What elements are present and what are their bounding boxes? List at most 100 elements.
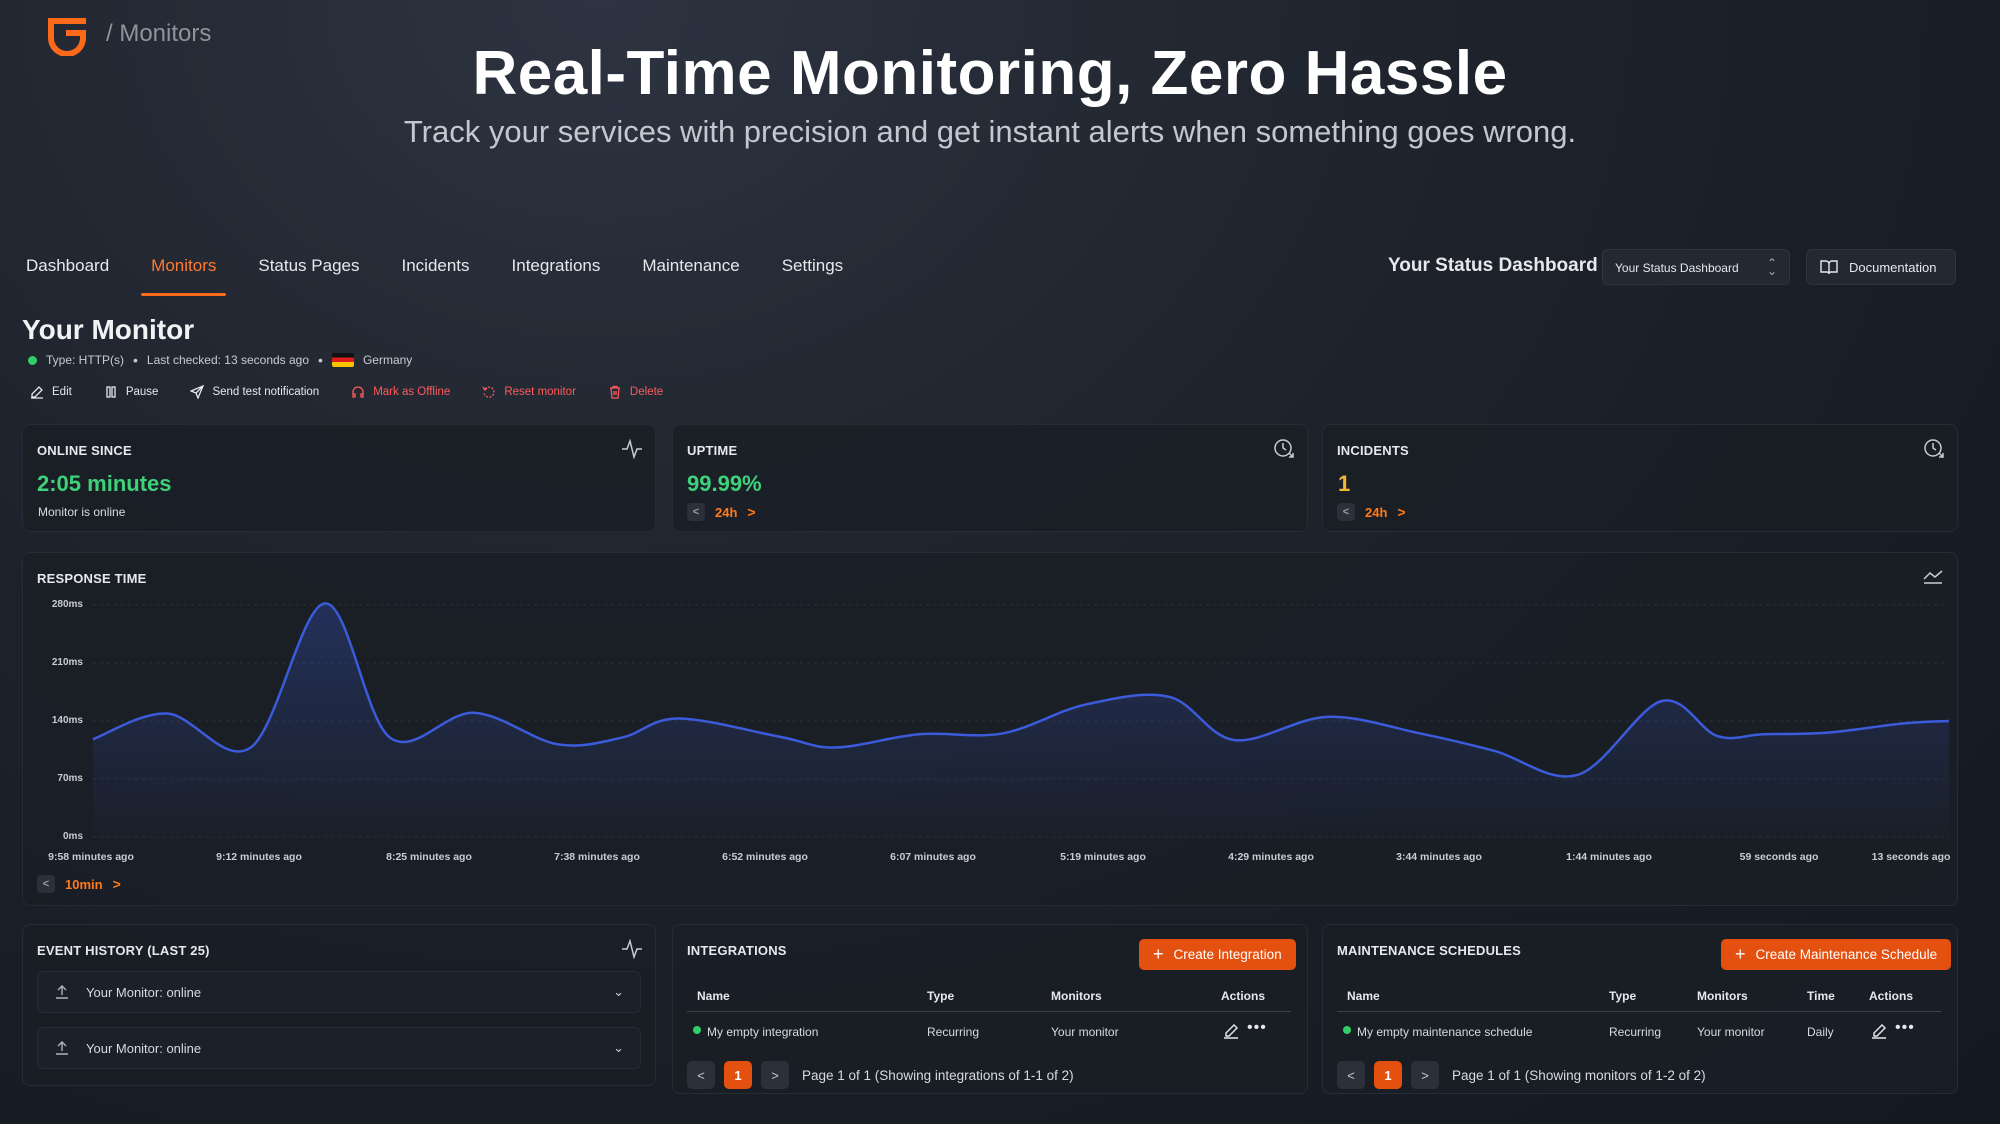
page-1-button[interactable]: 1 — [1374, 1061, 1402, 1089]
uptime-label: UPTIME — [687, 443, 738, 458]
nav-settings[interactable]: Settings — [781, 256, 844, 275]
x-tick-label: 4:29 minutes ago — [1228, 851, 1314, 863]
online-since-value: 2:05 minutes — [37, 471, 172, 496]
nav-integrations[interactable]: Integrations — [511, 256, 601, 275]
trash-icon — [609, 385, 620, 399]
event-row[interactable]: Your Monitor: online ⌄ — [37, 1027, 641, 1069]
uptime-prev-button[interactable]: < — [687, 503, 705, 521]
x-tick-label: 6:07 minutes ago — [890, 851, 976, 863]
maintenance-monitors: Your monitor — [1697, 1025, 1765, 1039]
table-divider — [687, 1011, 1291, 1012]
uptime-range: 24h — [715, 504, 738, 520]
y-tick-label: 140ms — [51, 715, 83, 726]
col-monitors: Monitors — [1051, 989, 1102, 1003]
separator-dot: • — [318, 352, 323, 368]
pagination-info: Page 1 of 1 (Showing integrations of 1-1… — [802, 1067, 1074, 1083]
event-text: Your Monitor: online — [86, 1040, 202, 1056]
breadcrumb: / Monitors — [106, 20, 212, 47]
germany-flag-icon — [331, 353, 354, 367]
monitor-country: Germany — [362, 353, 413, 367]
mark-offline-button[interactable]: Mark as Offline — [351, 385, 450, 399]
delete-label: Delete — [629, 386, 664, 398]
prev-page-button[interactable]: < — [687, 1061, 715, 1089]
uptime-card: UPTIME 99.99% < 24h > — [672, 424, 1308, 532]
chevron-down-icon: ⌄ — [613, 1040, 624, 1055]
hero-title: Real-Time Monitoring, Zero Hassle — [472, 39, 1508, 108]
nav-maintenance[interactable]: Maintenance — [642, 256, 740, 275]
monitor-type: Type: HTTP(s) — [46, 353, 125, 367]
nav-monitors[interactable]: Monitors — [141, 252, 227, 296]
table-row[interactable]: My empty maintenance schedule Recurring … — [1337, 1015, 1941, 1047]
next-page-button[interactable]: > — [761, 1061, 789, 1089]
dashboard-select[interactable]: Your Status Dashboard ⌃ ⌄ — [1602, 249, 1790, 285]
brand-logo[interactable] — [44, 14, 90, 56]
page-1-button[interactable]: 1 — [724, 1061, 752, 1089]
more-icon[interactable]: ••• — [1895, 1019, 1915, 1036]
chevron-down-icon: ⌄ — [613, 984, 624, 999]
plus-icon: + — [1153, 944, 1164, 964]
last-checked: Last checked: 13 seconds ago — [146, 353, 310, 367]
pause-icon — [106, 386, 116, 398]
reset-icon — [482, 386, 495, 398]
event-row[interactable]: Your Monitor: online ⌄ — [37, 971, 641, 1013]
next-page-button[interactable]: > — [1411, 1061, 1439, 1089]
monitor-actions: Edit Pause Send test notification Mark a… — [30, 385, 695, 399]
nav-dashboard[interactable]: Dashboard — [26, 256, 110, 275]
chart-next-button[interactable]: > — [112, 876, 121, 892]
edit-button[interactable]: Edit — [30, 385, 72, 399]
area-chart-icon — [1923, 570, 1943, 584]
col-actions: Actions — [1221, 989, 1266, 1003]
x-tick-label: 9:58 minutes ago — [48, 851, 134, 863]
x-tick-label: 13 seconds ago — [1871, 851, 1951, 863]
maintenance-name: My empty maintenance schedule — [1357, 1025, 1533, 1039]
col-monitors: Monitors — [1697, 989, 1748, 1003]
incidents-label: INCIDENTS — [1337, 443, 1409, 458]
nav-incidents[interactable]: Incidents — [401, 256, 470, 275]
edit-icon[interactable] — [1223, 1023, 1239, 1039]
x-tick-label: 6:52 minutes ago — [722, 851, 808, 863]
create-maintenance-button[interactable]: + Create Maintenance Schedule — [1721, 939, 1952, 970]
integration-name: My empty integration — [707, 1025, 819, 1039]
clock-history-icon — [1274, 439, 1294, 458]
reset-monitor-button[interactable]: Reset monitor — [482, 385, 576, 399]
response-time-label: RESPONSE TIME — [37, 571, 147, 586]
maintenance-time: Daily — [1807, 1025, 1834, 1039]
plus-icon: + — [1735, 944, 1746, 964]
documentation-button[interactable]: Documentation — [1806, 249, 1956, 285]
integrations-card: INTEGRATIONS + Create Integration Name T… — [672, 924, 1308, 1094]
send-test-notification-button[interactable]: Send test notification — [190, 385, 319, 399]
status-dot — [693, 1026, 701, 1034]
more-icon[interactable]: ••• — [1247, 1019, 1267, 1036]
y-tick-label: 0ms — [62, 831, 83, 842]
x-tick-label: 9:12 minutes ago — [216, 851, 302, 863]
integration-monitors: Your monitor — [1051, 1025, 1119, 1039]
documentation-label: Documentation — [1849, 260, 1937, 275]
y-tick-label: 70ms — [57, 773, 83, 784]
y-axis-labels: 280ms 210ms 140ms 70ms 0ms — [23, 553, 83, 853]
nav-status-pages[interactable]: Status Pages — [258, 256, 360, 275]
chart-range-pager: < 10min > — [37, 875, 121, 893]
incidents-range: 24h — [1365, 504, 1388, 520]
chart-range: 10min — [65, 876, 103, 892]
col-name: Name — [697, 989, 730, 1003]
event-history-label: EVENT HISTORY (LAST 25) — [37, 943, 210, 958]
pause-button[interactable]: Pause — [104, 385, 159, 399]
pause-label: Pause — [125, 386, 159, 398]
delete-button[interactable]: Delete — [608, 385, 663, 399]
prev-page-button[interactable]: < — [1337, 1061, 1365, 1089]
chart-prev-button[interactable]: < — [37, 875, 55, 893]
incidents-next-button[interactable]: > — [1397, 504, 1406, 520]
status-dot — [28, 355, 37, 365]
integrations-label: INTEGRATIONS — [687, 943, 787, 958]
integration-type: Recurring — [927, 1025, 980, 1039]
table-row[interactable]: My empty integration Recurring Your moni… — [687, 1015, 1291, 1047]
main-nav: Dashboard Monitors Status Pages Incident… — [26, 252, 885, 296]
separator-dot: • — [133, 352, 138, 368]
uptime-next-button[interactable]: > — [747, 504, 756, 520]
upload-icon — [56, 985, 68, 999]
integrations-pagination: < 1 > Page 1 of 1 (Showing integrations … — [687, 1061, 1074, 1089]
incidents-prev-button[interactable]: < — [1337, 503, 1355, 521]
edit-icon[interactable] — [1871, 1023, 1887, 1039]
response-time-line — [92, 602, 1950, 778]
create-integration-button[interactable]: + Create Integration — [1139, 939, 1296, 970]
